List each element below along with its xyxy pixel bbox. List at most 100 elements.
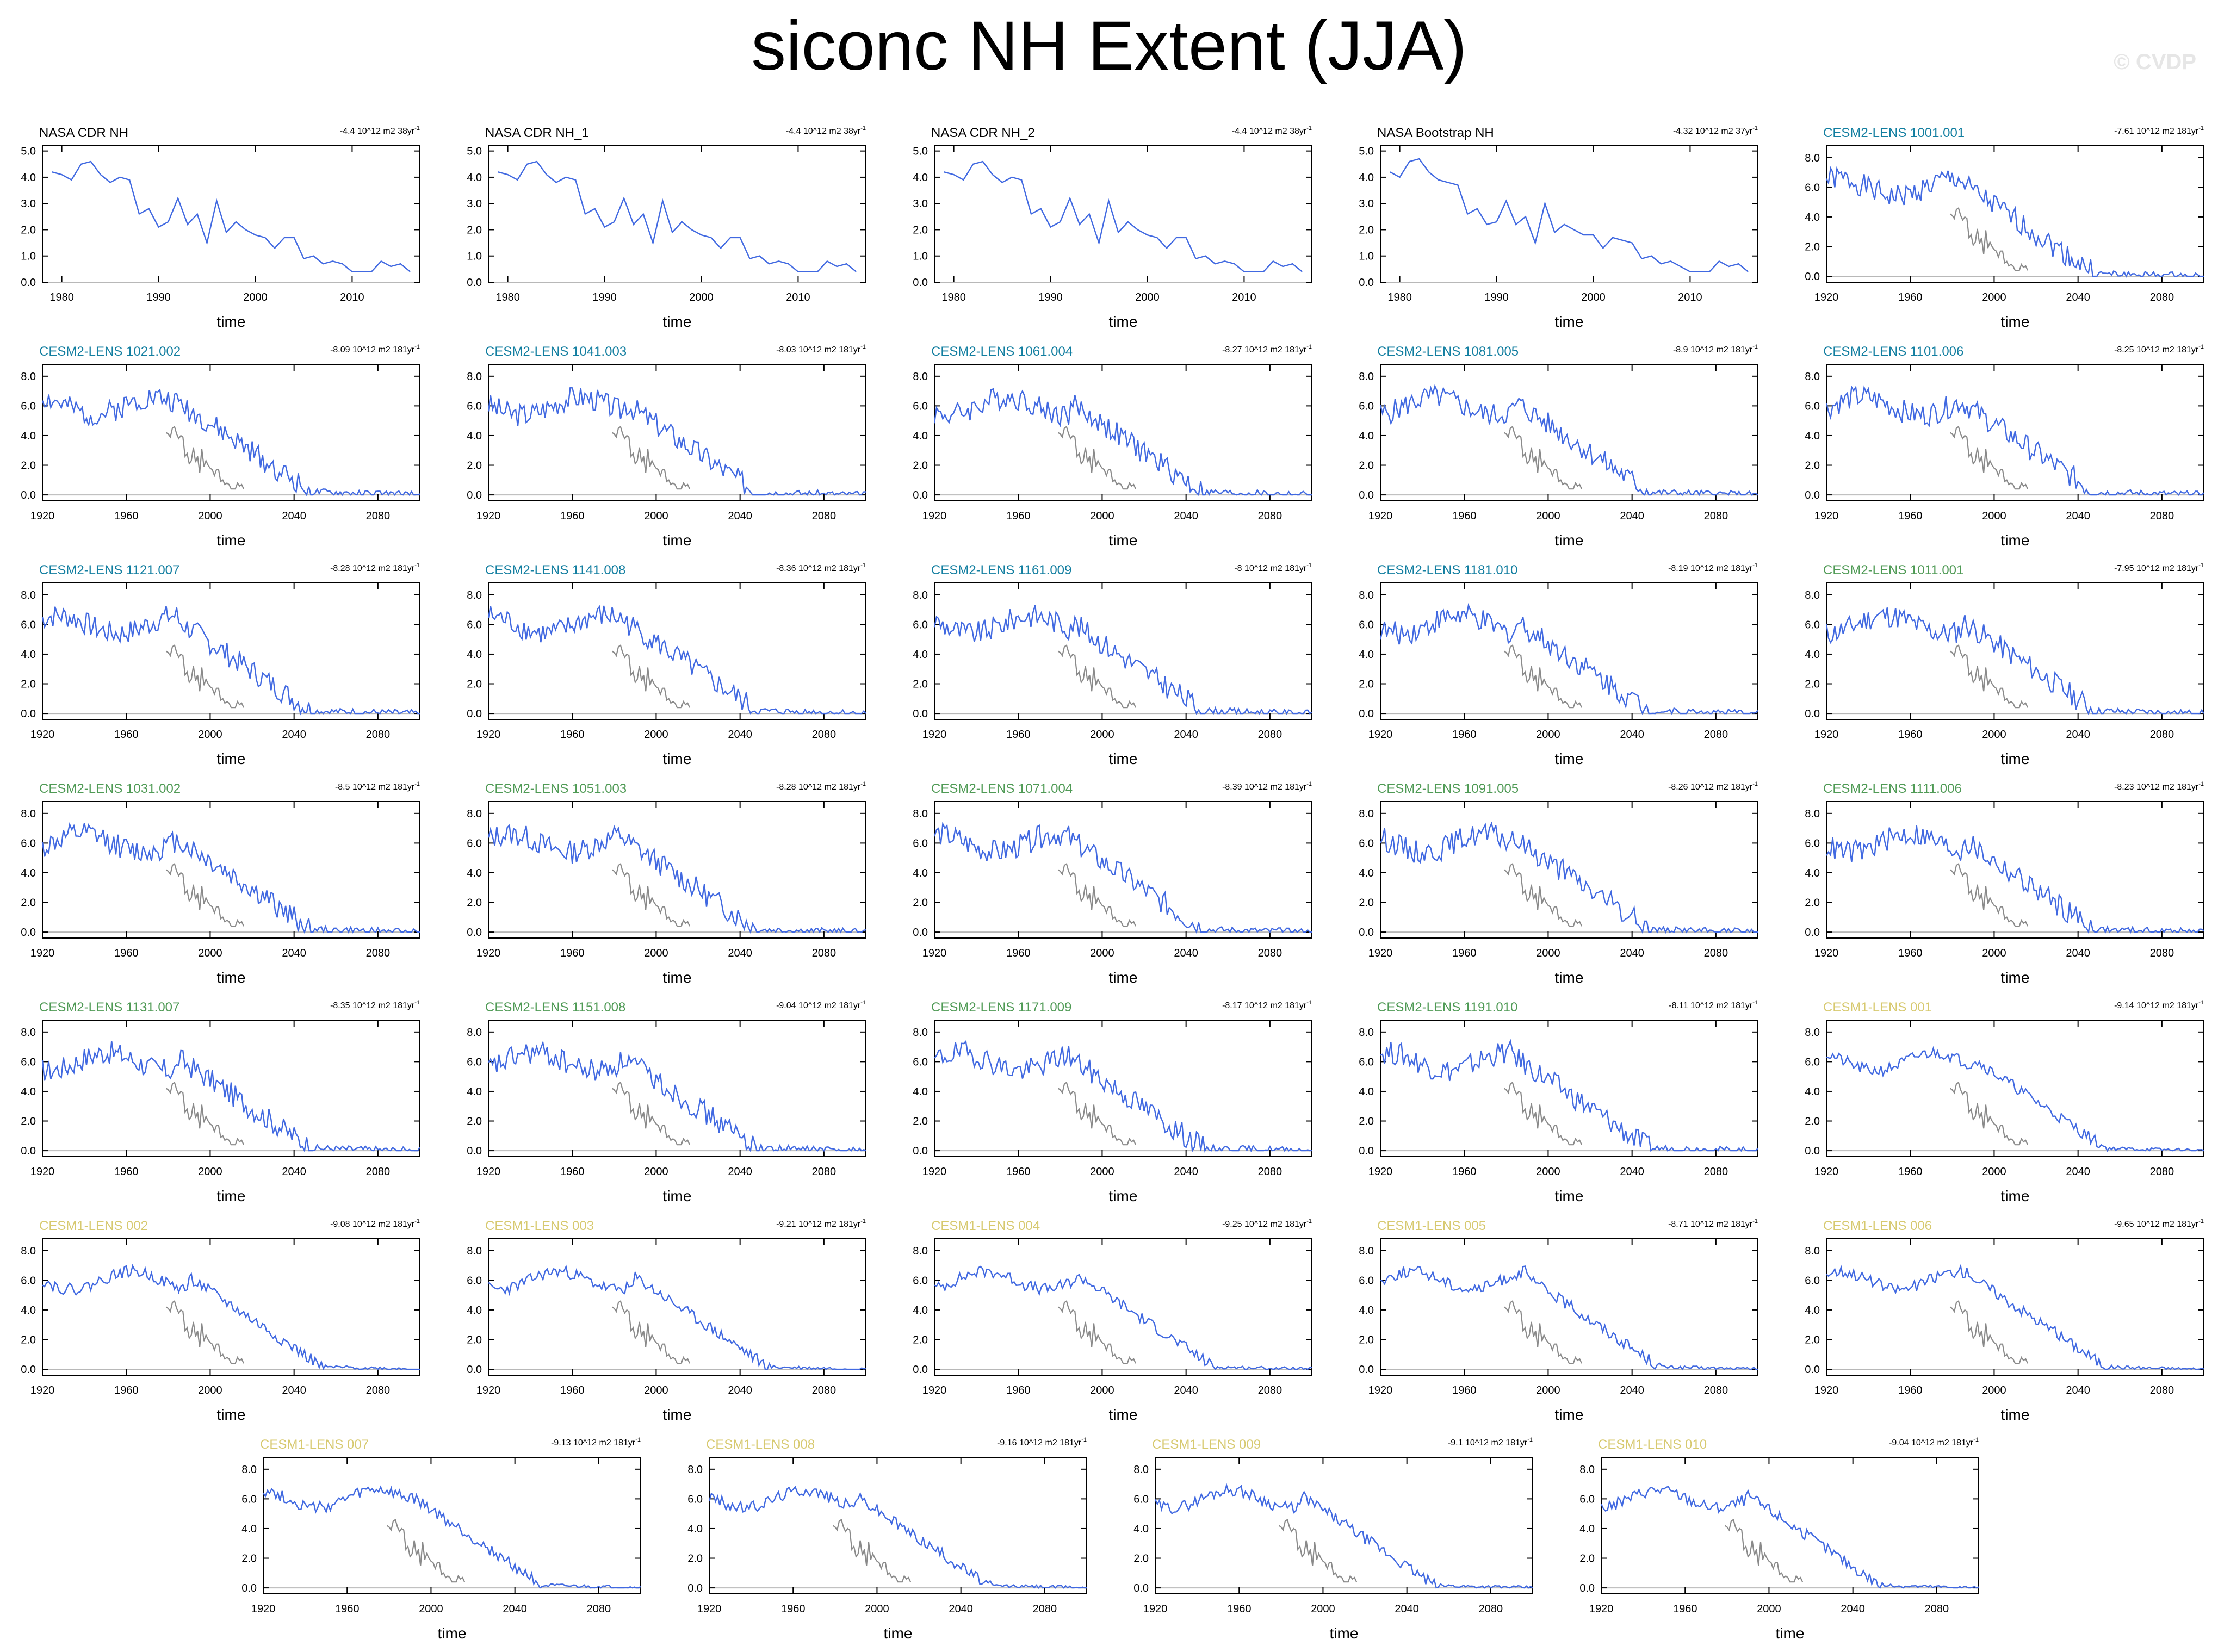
y-tick-label: 4.0 [1359,430,1374,442]
obs-overlay-line [1057,1300,1137,1364]
obs-overlay-line [611,1300,691,1364]
x-tick-label: 1920 [1368,510,1393,522]
y-tick-label: 2.0 [1359,224,1374,236]
obs-overlay-line [165,1300,245,1364]
x-tick-label: 2040 [282,510,306,522]
panel: CESM2-LENS 1121.007 -8.28 10^12 m2 181yr-… [21,562,420,767]
y-tick-label: 3.0 [1359,198,1374,210]
y-tick-label: 4.0 [913,1305,928,1316]
x-tick-label: 1960 [1452,1384,1477,1396]
x-tick-label: 1960 [1898,291,1923,303]
y-tick-label: 1.0 [21,251,36,263]
y-tick-label: 4.0 [1805,649,1820,661]
plot-frame [1380,582,1758,720]
x-tick-label: 2000 [1581,291,1606,303]
series-line [41,606,420,716]
x-tick-label: 1960 [114,729,139,741]
x-tick-label: 1960 [1006,510,1031,522]
x-tick-label: 2080 [1258,510,1283,522]
plot-frame [934,582,1312,720]
panel-title: CESM1-LENS 008 [706,1437,815,1452]
y-tick-label: 0.0 [1805,1145,1820,1157]
y-tick-label: 6.0 [1359,1275,1374,1287]
trend-label: -8.27 10^12 m2 181yr-1 [1222,344,1312,355]
x-axis-label: time [1109,1406,1138,1423]
x-tick-label: 1960 [781,1603,806,1615]
panel-title: CESM2-LENS 1101.006 [1823,344,1963,359]
panel: CESM2-LENS 1171.009 -8.17 10^12 m2 181yr-… [913,999,1312,1204]
x-tick-label: 1920 [1368,729,1393,741]
series-line [487,1040,866,1153]
x-tick-label: 1920 [1589,1603,1614,1615]
x-tick-label: 1920 [476,1166,501,1178]
trend-label: -9.65 10^12 m2 181yr-1 [2114,1218,2204,1229]
y-tick-label: 2.0 [1359,460,1374,472]
series-line [1600,1486,1979,1589]
panel: CESM1-LENS 010 -9.04 10^12 m2 181yr-1 0.0 2… [1579,1437,1979,1642]
x-tick-label: 2000 [1311,1603,1335,1615]
panel: CESM1-LENS 009 -9.1 10^12 m2 181yr-1 0.0 2.… [1133,1437,1533,1642]
y-tick-label: 4.0 [241,1523,257,1535]
x-axis-label: time [884,1625,913,1642]
y-tick-label: 4.0 [467,1305,482,1316]
x-tick-label: 2080 [366,1166,391,1178]
obs-overlay-line [1278,1518,1358,1583]
trend-label: -9.16 10^12 m2 181yr-1 [997,1437,1087,1448]
x-tick-label: 2080 [2150,1166,2174,1178]
trend-label: -8.09 10^12 m2 181yr-1 [330,344,420,355]
y-tick-label: 3.0 [467,198,482,210]
x-tick-label: 2000 [243,291,268,303]
y-tick-label: 2.0 [1133,1553,1149,1565]
x-tick-label: 2040 [949,1603,973,1615]
y-tick-label: 6.0 [467,1275,482,1287]
y-tick-label: 0.0 [467,489,482,501]
x-tick-label: 1920 [476,729,501,741]
x-axis-label: time [663,313,692,330]
x-tick-label: 1960 [560,729,585,741]
y-tick-label: 4.0 [21,430,36,442]
y-tick-label: 6.0 [1805,837,1820,849]
y-tick-label: 6.0 [467,837,482,849]
y-tick-label: 0.0 [1805,489,1820,501]
y-tick-label: 0.0 [21,1145,36,1157]
trend-label: -8.36 10^12 m2 181yr-1 [776,562,866,573]
obs-overlay-line [1503,862,1583,927]
x-tick-label: 2000 [689,291,714,303]
panel: CESM1-LENS 006 -9.65 10^12 m2 181yr-1 0.0 2… [1805,1218,2204,1423]
y-tick-label: 4.0 [1579,1523,1595,1535]
panel: NASA CDR NH -4.4 10^12 m2 38yr-1 0.0 1.0 2.0… [21,125,420,330]
panel-title: CESM1-LENS 002 [39,1219,148,1233]
trend-label: -8.28 10^12 m2 181yr-1 [776,781,866,792]
y-tick-label: 4.0 [467,1086,482,1098]
trend-label: -4.32 10^12 m2 37yr-1 [1673,125,1758,136]
x-tick-label: 2000 [644,1166,668,1178]
y-tick-label: 4.0 [21,867,36,879]
series-line [42,1264,420,1370]
x-tick-label: 2080 [2150,947,2174,959]
x-tick-label: 2040 [282,729,306,741]
x-tick-label: 1960 [1898,729,1923,741]
x-tick-label: 1920 [1814,1166,1839,1178]
x-tick-label: 1960 [1898,1166,1923,1178]
x-tick-label: 1980 [49,291,74,303]
y-tick-label: 0.0 [21,489,36,501]
x-axis-label: time [2001,969,2030,986]
panel: CESM1-LENS 002 -9.08 10^12 m2 181yr-1 0.0 2… [21,1218,420,1423]
series-line [1825,384,2204,496]
x-tick-label: 1920 [30,1166,55,1178]
x-tick-label: 2080 [1704,729,1728,741]
obs-overlay-line [1057,425,1137,490]
x-axis-label: time [1555,313,1584,330]
plot-frame [263,1457,641,1594]
trend-label: -9.25 10^12 m2 181yr-1 [1222,1218,1312,1229]
plot-frame [1155,1457,1533,1594]
x-tick-label: 1990 [1038,291,1063,303]
x-tick-label: 1920 [476,1384,501,1396]
y-tick-label: 0.0 [913,1145,928,1157]
y-tick-label: 0.0 [1359,489,1374,501]
y-tick-label: 8.0 [241,1464,257,1476]
x-tick-label: 2040 [1620,729,1644,741]
x-tick-label: 2040 [282,1166,306,1178]
plot-frame [488,1020,866,1157]
obs-overlay-line [1949,1081,2029,1146]
